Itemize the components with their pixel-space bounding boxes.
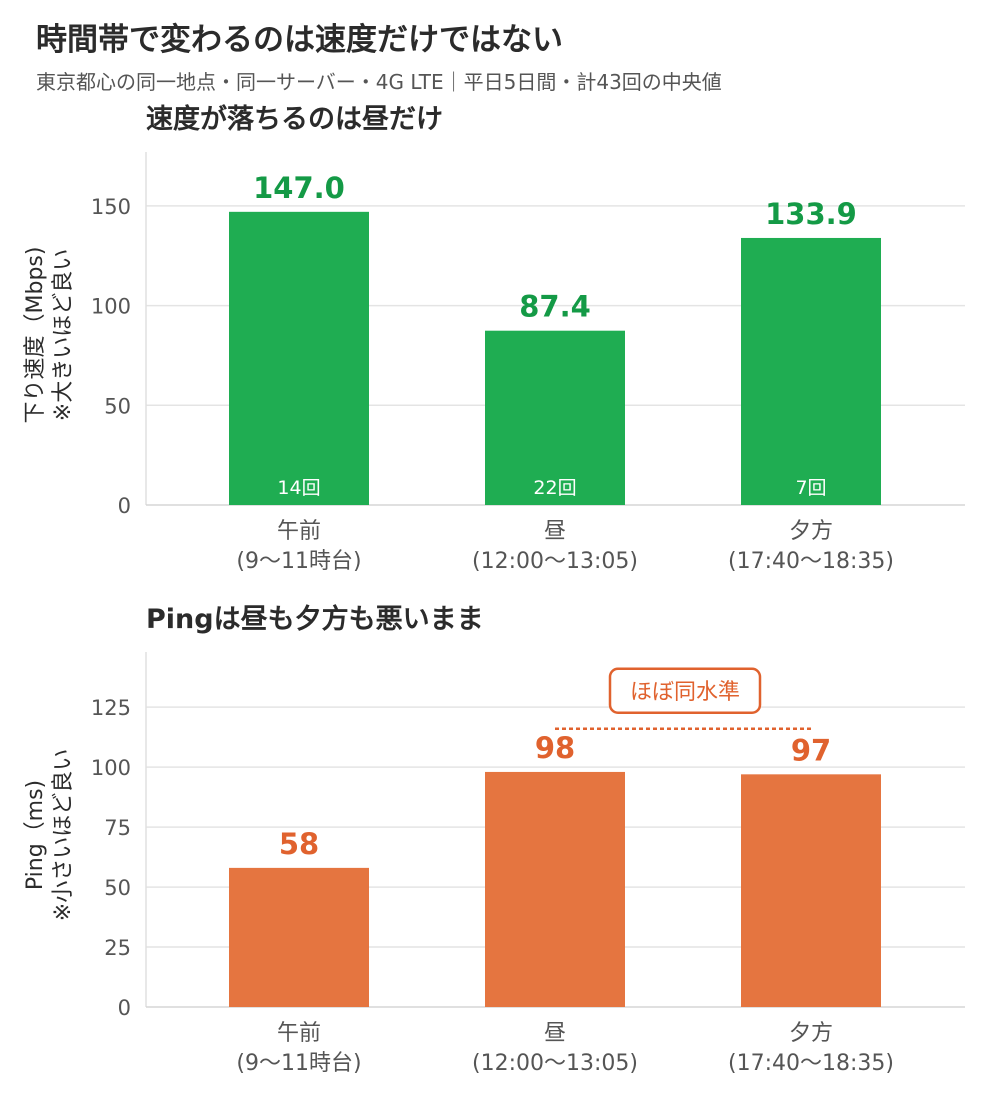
ping-bar-value-label: 58 (279, 827, 319, 861)
speed-y-tick-label: 0 (118, 494, 131, 518)
speed-bar-value-label: 133.9 (765, 197, 857, 231)
ping-annotation-box (608, 667, 762, 715)
speed-bar (229, 211, 369, 505)
ping-y-tick-label: 50 (104, 876, 131, 900)
speed-bar-value-label: 87.4 (519, 290, 591, 324)
ping-y-tick-label: 0 (118, 996, 131, 1020)
ping-x-tick-sublabel: (9〜11時台) (236, 1051, 361, 1076)
speed-x-tick-sublabel: (12:00〜13:05) (472, 549, 638, 574)
speed-bar-count-label: 22回 (533, 477, 576, 499)
ping-x-tick-label: 昼 (544, 1021, 566, 1046)
speed-bar-count-label: 14回 (277, 477, 320, 499)
speed-y-tick-label: 50 (104, 394, 131, 418)
speed-y-axis-note: ※大きいほど良い (51, 249, 76, 421)
speed-x-tick-sublabel: (9〜11時台) (236, 549, 361, 574)
speed-y-axis-label: 下り速度（Mbps) (23, 247, 48, 424)
ping-y-axis-note: ※小さいほど良い (51, 749, 76, 921)
ping-x-tick-label: 午前 (277, 1021, 321, 1046)
ping-bar-value-label: 98 (535, 731, 575, 765)
speed-bar-value-label: 147.0 (253, 171, 345, 205)
speed-x-tick-label: 夕方 (789, 519, 833, 544)
ping-bar (229, 867, 369, 1007)
speed-bar (741, 237, 881, 506)
speed-bar-count-label: 7回 (795, 477, 826, 499)
ping-x-tick-label: 夕方 (789, 1021, 833, 1046)
speed-bar (485, 330, 625, 505)
speed-x-tick-label: 午前 (277, 519, 321, 544)
speed-y-tick-label: 150 (91, 195, 131, 219)
ping-y-tick-label: 75 (104, 816, 131, 840)
ping-bar-value-label: 97 (791, 733, 831, 767)
ping-x-tick-sublabel: (17:40〜18:35) (728, 1051, 894, 1076)
page-subtitle: 東京都心の同一地点・同一サーバー・4G LTE｜平日5日間・計43回の中央値 (36, 70, 722, 94)
speed-x-tick-label: 昼 (544, 519, 566, 544)
speed-x-tick-sublabel: (17:40〜18:35) (728, 549, 894, 574)
ping-x-tick-sublabel: (12:00〜13:05) (472, 1051, 638, 1076)
ping-y-tick-label: 100 (91, 756, 131, 780)
ping-bar (485, 771, 625, 1007)
ping-bar (741, 774, 881, 1007)
ping-y-tick-label: 25 (104, 936, 131, 960)
speed-chart-title: 速度が落ちるのは昼だけ (146, 103, 443, 135)
ping-annotation-text: ほぼ同水準 (630, 680, 740, 705)
page-title: 時間帯で変わるのは速度だけではない (36, 22, 563, 58)
speed-y-tick-label: 100 (91, 295, 131, 319)
ping-y-tick-label: 125 (91, 696, 131, 720)
ping-chart-title: Pingは昼も夕方も悪いまま (146, 603, 484, 635)
ping-y-axis-label: Ping（ms) (23, 780, 48, 890)
